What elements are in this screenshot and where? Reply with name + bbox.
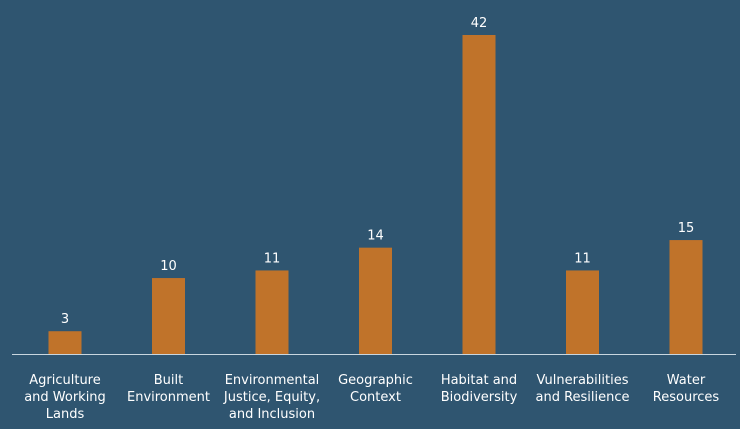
- data-label-4: 42: [471, 16, 488, 31]
- bar-1: [152, 278, 185, 354]
- bar-5: [566, 270, 599, 354]
- data-label-3: 14: [367, 229, 384, 244]
- category-label-0: Agriculture and Working Lands: [24, 373, 106, 422]
- category-label-3: Geographic Context: [338, 373, 413, 405]
- bar-3: [359, 247, 392, 354]
- bar-2: [255, 270, 289, 354]
- category-label-5: Vulnerabilities and Resilience: [535, 373, 629, 405]
- category-label-6: Water Resources: [653, 373, 720, 405]
- data-label-5: 11: [574, 251, 591, 266]
- bar-0: [48, 331, 82, 354]
- data-label-6: 15: [678, 221, 695, 236]
- data-label-1: 10: [160, 259, 177, 274]
- bar-4: [462, 35, 496, 354]
- bar-6: [669, 240, 703, 354]
- category-label-1: Built Environment: [127, 373, 210, 405]
- category-label-2: Environmental Justice, Equity, and Inclusi…: [223, 373, 320, 422]
- category-label-4: Habitat and Biodiversity: [441, 373, 518, 405]
- data-label-0: 3: [61, 312, 69, 327]
- data-label-2: 11: [264, 251, 281, 266]
